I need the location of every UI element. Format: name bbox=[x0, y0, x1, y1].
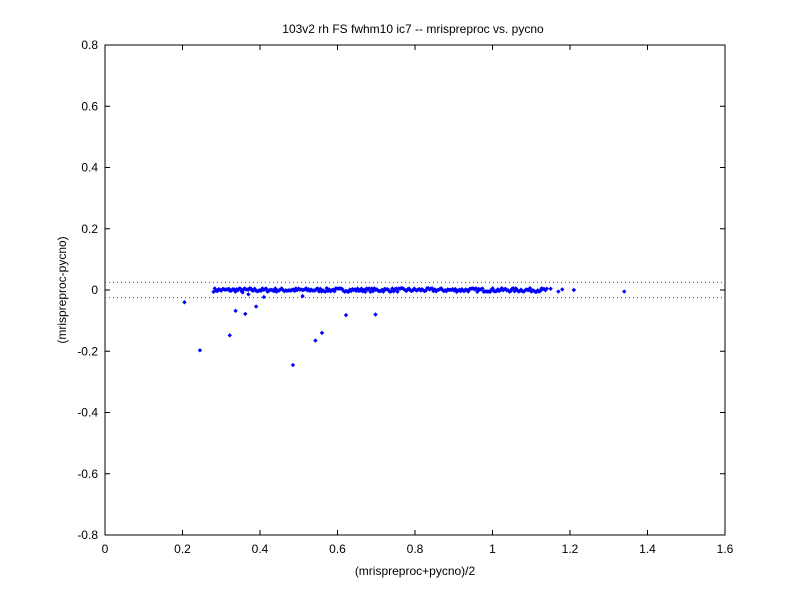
y-tick-label: 0.2 bbox=[81, 222, 98, 236]
x-tick-label: 1 bbox=[489, 542, 496, 556]
x-tick-label: 0 bbox=[102, 542, 109, 556]
data-point bbox=[211, 289, 216, 295]
data-point bbox=[343, 312, 349, 318]
data-point bbox=[182, 300, 187, 305]
data-point bbox=[527, 285, 533, 291]
y-tick-label: -0.6 bbox=[77, 467, 98, 481]
data-point bbox=[246, 292, 251, 297]
data-point bbox=[622, 289, 627, 294]
x-tick-label: 0.8 bbox=[407, 542, 424, 556]
data-point bbox=[290, 362, 296, 368]
data-point bbox=[531, 288, 537, 293]
data-point bbox=[480, 286, 485, 291]
data-point bbox=[243, 311, 248, 317]
data-point bbox=[535, 288, 540, 293]
chart-title: 103v2 rh FS fwhm10 ic7 -- mrispreproc vs… bbox=[282, 22, 544, 36]
y-tick-label: 0 bbox=[91, 283, 98, 297]
data-point bbox=[261, 294, 267, 300]
x-tick-label: 1.4 bbox=[639, 542, 656, 556]
y-tick-label: 0.4 bbox=[81, 161, 98, 175]
x-tick-label: 0.6 bbox=[329, 542, 346, 556]
y-tick-label: 0.6 bbox=[81, 99, 98, 113]
data-point bbox=[543, 288, 548, 293]
x-tick-label: 0.4 bbox=[252, 542, 269, 556]
x-tick-label: 1.6 bbox=[717, 542, 734, 556]
data-point bbox=[556, 289, 561, 294]
y-tick-label: -0.2 bbox=[77, 344, 98, 358]
data-point bbox=[253, 304, 259, 309]
y-tick-label: 0.8 bbox=[81, 38, 98, 52]
axis-ticks: 0 0.2 0.4 0.6 0.8 1 1.2 1.4 1.6 -0.8 -0.6 -0.4 -0.2 0… bbox=[77, 38, 733, 556]
data-point bbox=[227, 333, 232, 338]
x-tick-label: 0.2 bbox=[174, 542, 191, 556]
data-point bbox=[319, 330, 325, 336]
y-tick-label: -0.4 bbox=[77, 406, 98, 420]
data-point bbox=[240, 290, 245, 295]
y-axis-label: (mrispreproc-pycno) bbox=[55, 236, 69, 343]
data-point bbox=[518, 287, 524, 292]
data-point bbox=[394, 286, 399, 291]
data-point bbox=[197, 348, 203, 353]
data-point bbox=[300, 293, 305, 299]
data-point bbox=[366, 286, 372, 291]
data-point bbox=[511, 286, 516, 291]
data-point bbox=[273, 286, 278, 291]
data-point bbox=[571, 287, 577, 293]
data-point bbox=[373, 312, 378, 317]
data-points bbox=[182, 285, 627, 368]
data-point bbox=[313, 338, 318, 343]
data-point bbox=[534, 289, 539, 295]
data-point bbox=[548, 286, 553, 291]
data-point bbox=[226, 286, 232, 292]
data-point bbox=[544, 286, 549, 291]
data-point bbox=[513, 286, 519, 291]
x-axis-label: (mrispreproc+pycno)/2 bbox=[355, 564, 476, 578]
data-point bbox=[363, 289, 368, 295]
reference-lines bbox=[105, 281, 725, 299]
data-point bbox=[560, 287, 565, 292]
x-tick-label: 1.2 bbox=[562, 542, 579, 556]
data-point bbox=[538, 288, 543, 294]
data-point bbox=[233, 308, 238, 314]
y-tick-label: -0.8 bbox=[77, 528, 98, 542]
